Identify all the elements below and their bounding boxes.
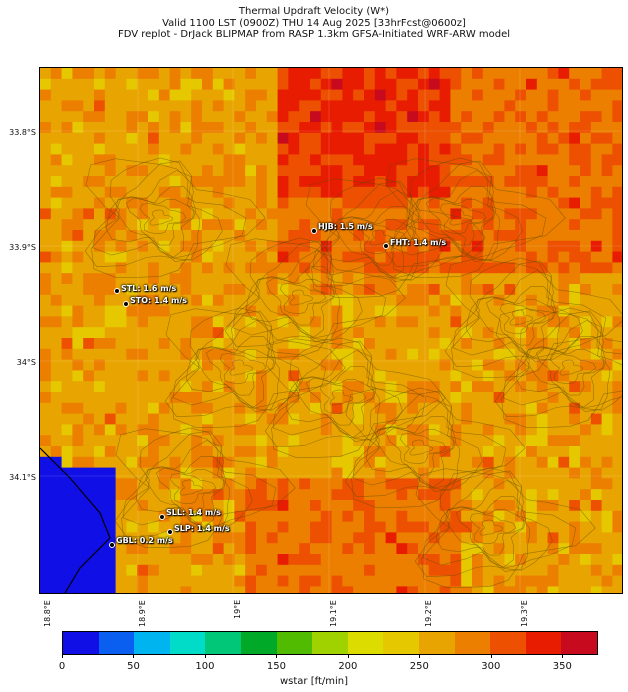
- lon-label-19-3: 19.3°E: [520, 600, 529, 627]
- colorbar-segment: [169, 632, 206, 654]
- lon-label-18-9: 18.9°E: [138, 600, 147, 627]
- colorbar-segment: [98, 632, 135, 654]
- lon-label-19-2: 19.2°E: [424, 600, 433, 627]
- colorbar-tick-label: 300: [481, 661, 501, 672]
- colorbar-segment: [490, 632, 526, 654]
- colorbar-tick-label: 50: [127, 661, 140, 672]
- colorbar-segment: [418, 632, 455, 654]
- station-label-stl: STL: 1.6 m/s: [121, 284, 177, 293]
- wstar-field: [40, 68, 622, 593]
- lon-label-18-8: 18.8°E: [43, 600, 52, 627]
- colorbar-segment: [525, 632, 562, 654]
- station-label-hjb: HJB: 1.5 m/s: [318, 222, 373, 231]
- model-subtitle: FDV replot - DrJack BLIPMAP from RASP 1.…: [117, 29, 511, 40]
- colorbar-segment: [205, 632, 241, 654]
- map-plot-area[interactable]: [39, 67, 623, 594]
- coastline: [40, 447, 111, 593]
- station-marker-stl[interactable]: [114, 288, 120, 294]
- station-marker-slp[interactable]: [167, 529, 173, 535]
- lat-label-33-9: 33.9°S: [9, 243, 36, 252]
- colorbar-tick-label: 0: [58, 661, 66, 672]
- colorbar-tick-label: 250: [409, 661, 429, 672]
- colorbar-label: wstar [ft/min]: [279, 676, 349, 687]
- colorbar-tick-label: 200: [338, 661, 358, 672]
- lon-label-19: 19°E: [233, 599, 242, 619]
- station-marker-gbl[interactable]: [109, 542, 115, 548]
- colorbar-tick-label: 150: [266, 661, 286, 672]
- colorbar-segment: [454, 632, 491, 654]
- colorbar-tick-mark: [562, 655, 564, 658]
- station-label-fht: FHT: 1.4 m/s: [390, 238, 447, 247]
- lat-label-34: 34°S: [16, 358, 36, 367]
- station-marker-fht[interactable]: [383, 243, 389, 249]
- station-label-gbl: GBL: 0.2 m/s: [116, 536, 173, 545]
- lat-label-34-1: 34.1°S: [9, 473, 36, 482]
- valid-time-subtitle: Valid 1100 LST (0900Z) THU 14 Aug 2025 […: [162, 18, 466, 29]
- station-marker-hjb[interactable]: [311, 228, 317, 234]
- colorbar-tick-mark: [490, 655, 492, 658]
- terrain-contours: [84, 157, 622, 588]
- colorbar: [62, 631, 598, 655]
- colorbar-tick-mark: [347, 655, 349, 658]
- station-label-sll: SLL: 1.4 m/s: [166, 508, 221, 517]
- colorbar-segment: [134, 632, 170, 654]
- wstar-raster: [40, 68, 622, 593]
- station-marker-sto[interactable]: [123, 301, 129, 307]
- colorbar-tick-label: 350: [552, 661, 572, 672]
- lon-label-19-1: 19.1°E: [329, 600, 338, 627]
- colorbar-tick-mark: [133, 655, 135, 658]
- colorbar-tick-mark: [204, 655, 206, 658]
- station-label-sto: STO: 1.4 m/s: [130, 296, 187, 305]
- colorbar-segment: [347, 632, 384, 654]
- colorbar-segment: [312, 632, 348, 654]
- colorbar-segment: [383, 632, 419, 654]
- colorbar-tick-mark: [419, 655, 421, 658]
- colorbar-segment: [240, 632, 277, 654]
- colorbar-tick-mark: [62, 655, 63, 658]
- colorbar-segment: [561, 632, 597, 654]
- lat-label-33-8: 33.8°S: [9, 128, 36, 137]
- colorbar-segment: [276, 632, 313, 654]
- colorbar-segment: [63, 632, 99, 654]
- colorbar-tick-mark: [276, 655, 278, 658]
- station-label-slp: SLP: 1.4 m/s: [174, 524, 230, 533]
- station-marker-sll[interactable]: [159, 514, 165, 520]
- colorbar-tick-label: 100: [195, 661, 215, 672]
- chart-title: Thermal Updraft Velocity (W*): [238, 6, 390, 17]
